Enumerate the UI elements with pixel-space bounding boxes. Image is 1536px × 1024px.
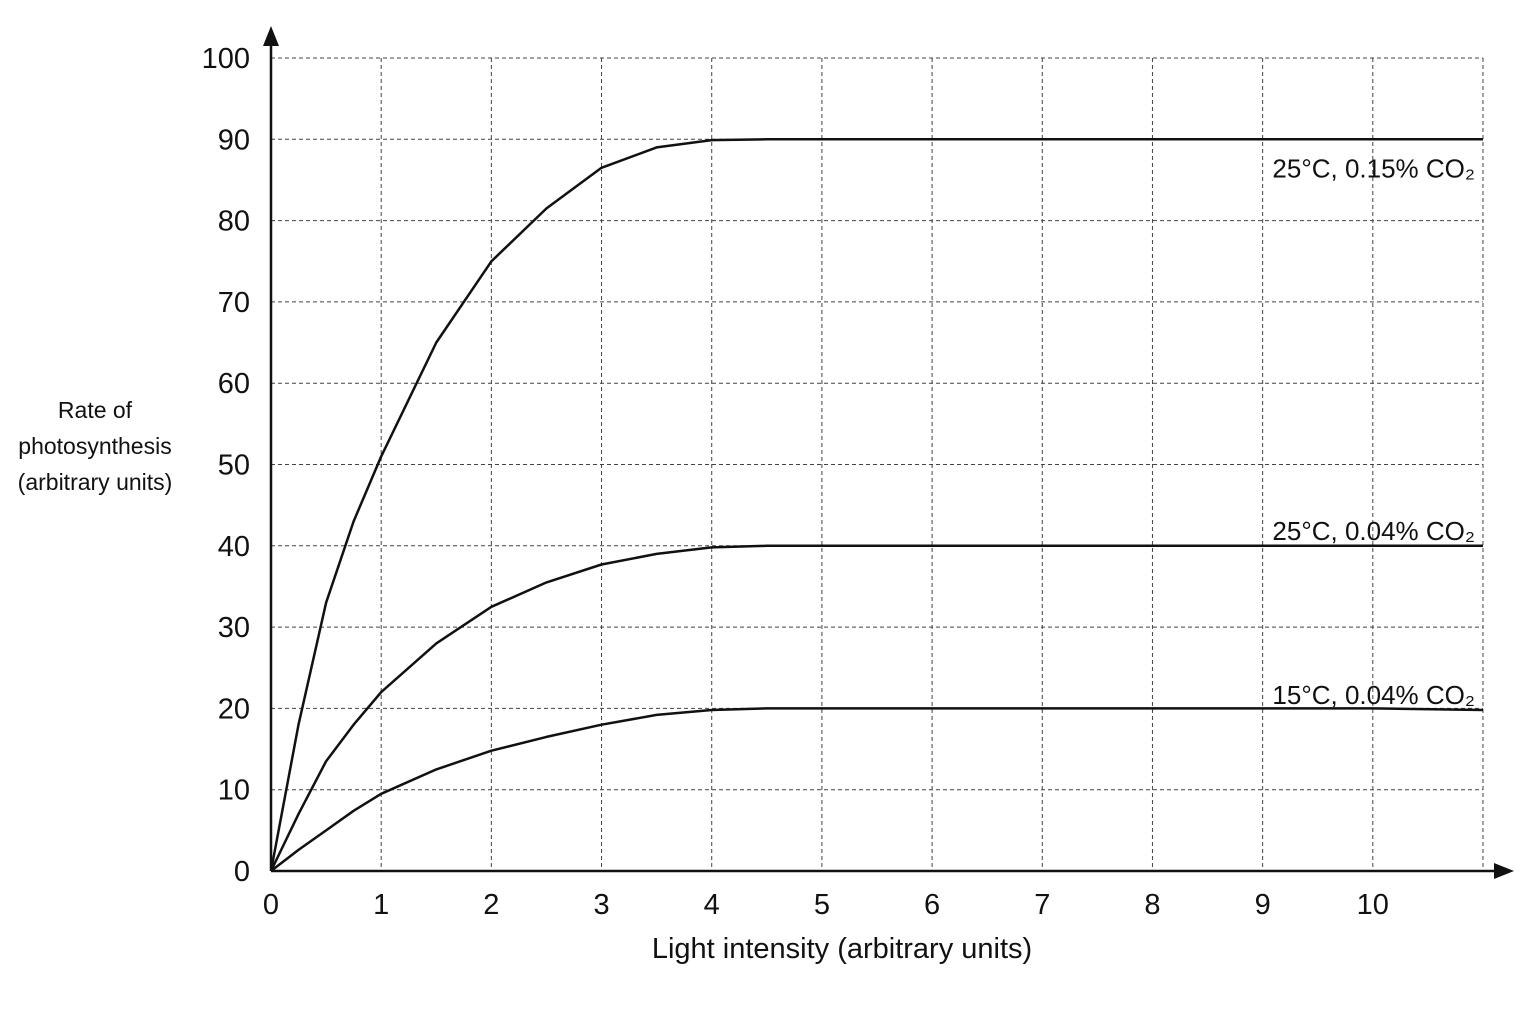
- x-axis-label: Light intensity (arbitrary units): [652, 933, 1032, 965]
- x-tick-label: 4: [704, 889, 720, 921]
- y-tick-label: 60: [218, 368, 250, 400]
- series-label: 25°C, 0.04% CO₂: [1272, 516, 1475, 546]
- y-tick-label: 10: [218, 775, 250, 807]
- x-tick-label: 0: [263, 889, 279, 921]
- y-tick-label: 40: [218, 531, 250, 563]
- data-line: [270, 707, 1484, 872]
- x-tick-label: 10: [1357, 889, 1389, 921]
- y-tick-label: 0: [234, 856, 250, 888]
- y-tick-label: 100: [202, 43, 250, 75]
- series-label: 15°C, 0.04% CO₂: [1272, 680, 1475, 710]
- x-tick-label: 9: [1255, 889, 1271, 921]
- y-tick-label: 90: [218, 124, 250, 156]
- y-axis-arrow: [263, 26, 279, 46]
- data-line: [269, 138, 1483, 872]
- x-tick-label: 7: [1034, 889, 1050, 921]
- series-label: 25°C, 0.15% CO₂: [1272, 153, 1475, 183]
- x-tick-label: 3: [593, 889, 609, 921]
- x-tick-label: 6: [924, 889, 940, 921]
- x-tick-label: 8: [1144, 889, 1160, 921]
- y-tick-label: 50: [218, 450, 250, 482]
- y-tick-label: 30: [218, 612, 250, 644]
- x-tick-label: 2: [483, 889, 499, 921]
- y-tick-label: 80: [218, 206, 250, 238]
- y-axis-label: Rate of: [58, 397, 133, 423]
- y-axis-label: photosynthesis: [18, 433, 171, 459]
- y-axis-label: (arbitrary units): [18, 469, 173, 495]
- x-axis-arrow: [1494, 863, 1514, 879]
- x-tick-label: 5: [814, 889, 830, 921]
- x-tick-label: 1: [373, 889, 389, 921]
- y-tick-label: 70: [218, 287, 250, 319]
- y-tick-label: 20: [218, 693, 250, 725]
- data-line: [269, 544, 1483, 872]
